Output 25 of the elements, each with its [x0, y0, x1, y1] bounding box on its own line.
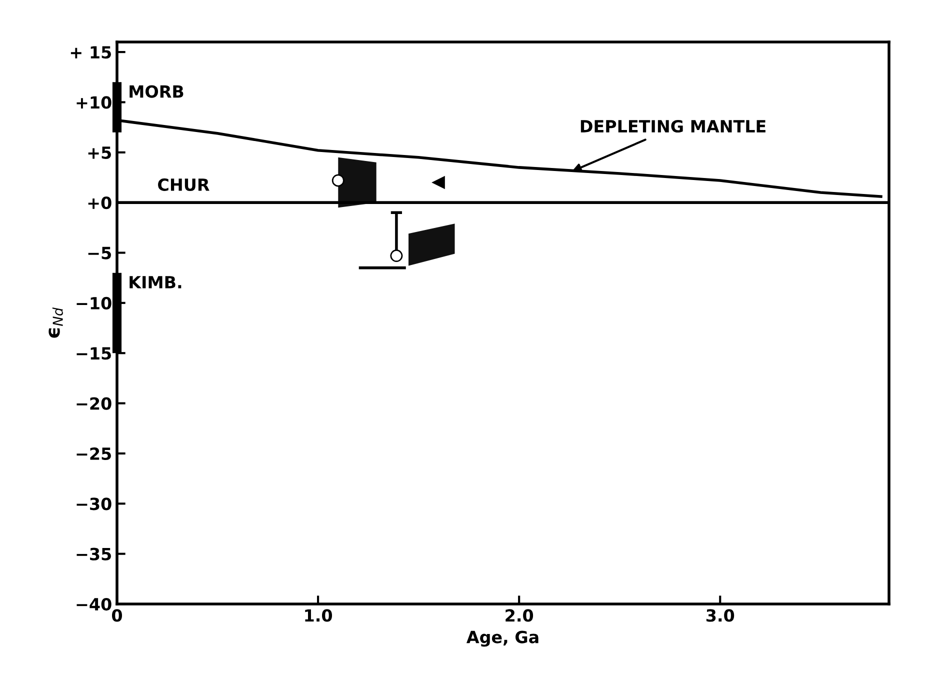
x-tick-label: 2.0 [506, 609, 534, 622]
y-tick-label: +10 [76, 96, 112, 109]
y-tick-label: −15 [76, 347, 111, 360]
y-axis-title: ϵ$_{Nd}$ [48, 307, 63, 338]
annotation: CHUR [158, 178, 210, 192]
annotation: MORB [130, 85, 184, 98]
y-tick-label: −30 [76, 498, 112, 510]
point [390, 250, 403, 262]
point [332, 174, 344, 187]
y-tick-label: + 15 [70, 46, 111, 59]
y-tick-label: −35 [76, 548, 111, 560]
y-tick-label: −10 [76, 296, 112, 310]
y-tick-label: +5 [88, 146, 111, 159]
y-tick-label: −40 [76, 598, 112, 611]
x-axis-title: Age, Ga [466, 630, 538, 647]
point [432, 176, 445, 189]
x-tick-label: 0 [112, 609, 122, 622]
annotation: DEPLETING MANTLE [580, 120, 766, 133]
y-tick-label: +0 [88, 196, 112, 210]
y-tick-label: −25 [76, 447, 111, 460]
annotation: KIMB. [130, 276, 182, 288]
x-tick-label: 1.0 [305, 609, 332, 622]
x-tick-label: 3.0 [706, 609, 734, 622]
y-tick-label: −5 [88, 246, 111, 260]
y-tick-label: −20 [76, 397, 112, 410]
